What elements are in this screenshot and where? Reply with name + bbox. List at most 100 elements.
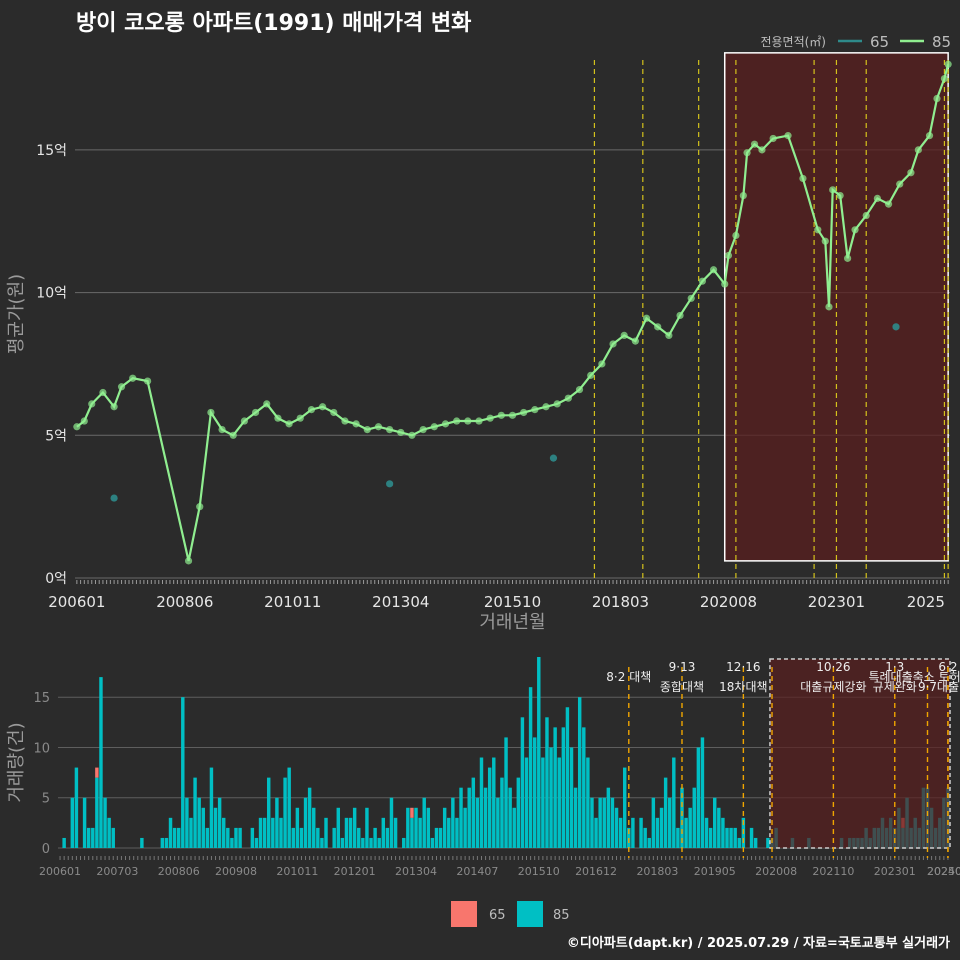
series-85-point (430, 423, 438, 431)
series-85-point (698, 277, 706, 285)
bar-85 (749, 827, 754, 848)
y-tick-label: 15억 (36, 143, 67, 159)
bar-85 (160, 837, 165, 848)
bar-85 (422, 797, 426, 848)
bar-85 (667, 797, 672, 848)
x-tick-label: 202110 (812, 865, 854, 878)
x-tick-label: 201803 (636, 865, 678, 878)
series-85-point (341, 417, 349, 425)
bar-85 (434, 827, 439, 848)
bar-85 (598, 797, 602, 848)
policy-event-label: 1·3 (885, 660, 904, 674)
y-tick-label: 0억 (45, 571, 67, 587)
y-axis-title: 거래량(건) (6, 722, 27, 802)
bar-85 (209, 767, 214, 848)
y-tick-label: 0 (42, 842, 50, 857)
policy-event-label: 10·26 (816, 660, 850, 674)
series-85-point (732, 231, 740, 240)
bar-85 (312, 807, 316, 848)
policy-event-label: 종합대책 (660, 679, 704, 694)
series-85-point (825, 303, 833, 311)
bar-85 (86, 827, 91, 848)
legend-title: 전용면적(㎡) (760, 35, 826, 49)
bar-85 (140, 837, 144, 848)
series-85-point (829, 186, 837, 194)
series-85-point (117, 383, 126, 391)
series-85-point (408, 431, 416, 439)
bar-85 (684, 817, 688, 848)
bar-85 (565, 707, 570, 848)
series-85-point (464, 417, 472, 425)
series-85-point (721, 280, 729, 288)
series-85-point (665, 331, 673, 340)
bar-85 (692, 787, 696, 848)
y-tick-label: 15 (33, 691, 50, 706)
bar-85 (610, 797, 615, 848)
bar-85 (528, 687, 533, 848)
x-tick-label: 200806 (156, 593, 213, 611)
bar-85 (172, 827, 177, 848)
bar-85 (275, 797, 279, 848)
bar-85 (729, 827, 733, 848)
bar-85 (213, 807, 218, 848)
bar-85 (320, 837, 324, 848)
bar-85 (418, 817, 422, 848)
series-85-point (631, 337, 639, 345)
series-85-point (896, 180, 904, 188)
bar-85 (663, 777, 668, 848)
bar-85 (545, 717, 549, 848)
series-85-point (933, 94, 941, 103)
bar-85 (483, 787, 488, 848)
series-85-point (821, 237, 829, 245)
caption-text: ©디아파트(dapt.kr) / 2025.07.29 / 자료=국토교통부 실… (567, 935, 950, 951)
series-85-point (940, 74, 949, 83)
bar-85 (324, 817, 328, 848)
series-85-point (598, 360, 606, 368)
bar-85 (201, 807, 205, 848)
series-85-point (758, 146, 766, 154)
bar-85 (287, 767, 291, 848)
series-85-point (542, 403, 550, 411)
series-85-point (642, 314, 651, 322)
bar-85 (332, 827, 336, 848)
bar-85 (402, 837, 406, 848)
bar-85 (577, 697, 582, 848)
bar-85 (389, 797, 394, 848)
x-tick-label: 202008 (755, 865, 797, 878)
x-tick-label: 200601 (39, 865, 81, 878)
bar-85 (688, 807, 692, 848)
bar-85 (99, 677, 103, 848)
series-85-point (884, 200, 893, 208)
series-85-point (799, 174, 807, 183)
legend-65-label: 65 (870, 33, 889, 51)
bar-85 (492, 757, 496, 848)
bar-85 (262, 817, 267, 848)
bar-85 (573, 787, 578, 848)
bar-85 (508, 787, 512, 848)
bar-85 (537, 657, 541, 848)
series-85-point (508, 411, 517, 419)
bar-85 (442, 807, 447, 848)
series-85-point (397, 428, 405, 437)
series-85-point (836, 191, 844, 200)
series-85-point (319, 403, 327, 411)
bar-65 (95, 767, 99, 778)
bar-85 (185, 797, 189, 848)
bar-85 (737, 837, 741, 848)
policy-event-label: 9·13 (669, 660, 696, 674)
bar-85 (82, 797, 87, 848)
x-tick-label: 202301 (808, 593, 865, 611)
series-65-point (386, 480, 394, 488)
policy-event-label: 특례대출축소 토허제 해 (868, 670, 960, 684)
series-85-point (441, 420, 450, 428)
bar-85 (267, 777, 271, 848)
x-tick-label: 201201 (334, 865, 376, 878)
series-65-point (110, 494, 118, 502)
bar-85 (516, 777, 521, 848)
bar-85 (74, 767, 79, 848)
series-85-point (207, 408, 215, 417)
x-tick-label: 200908 (215, 865, 257, 878)
bar-85 (385, 827, 390, 848)
policy-event-label: 규제완화 (873, 680, 917, 694)
bar-85 (373, 827, 377, 848)
